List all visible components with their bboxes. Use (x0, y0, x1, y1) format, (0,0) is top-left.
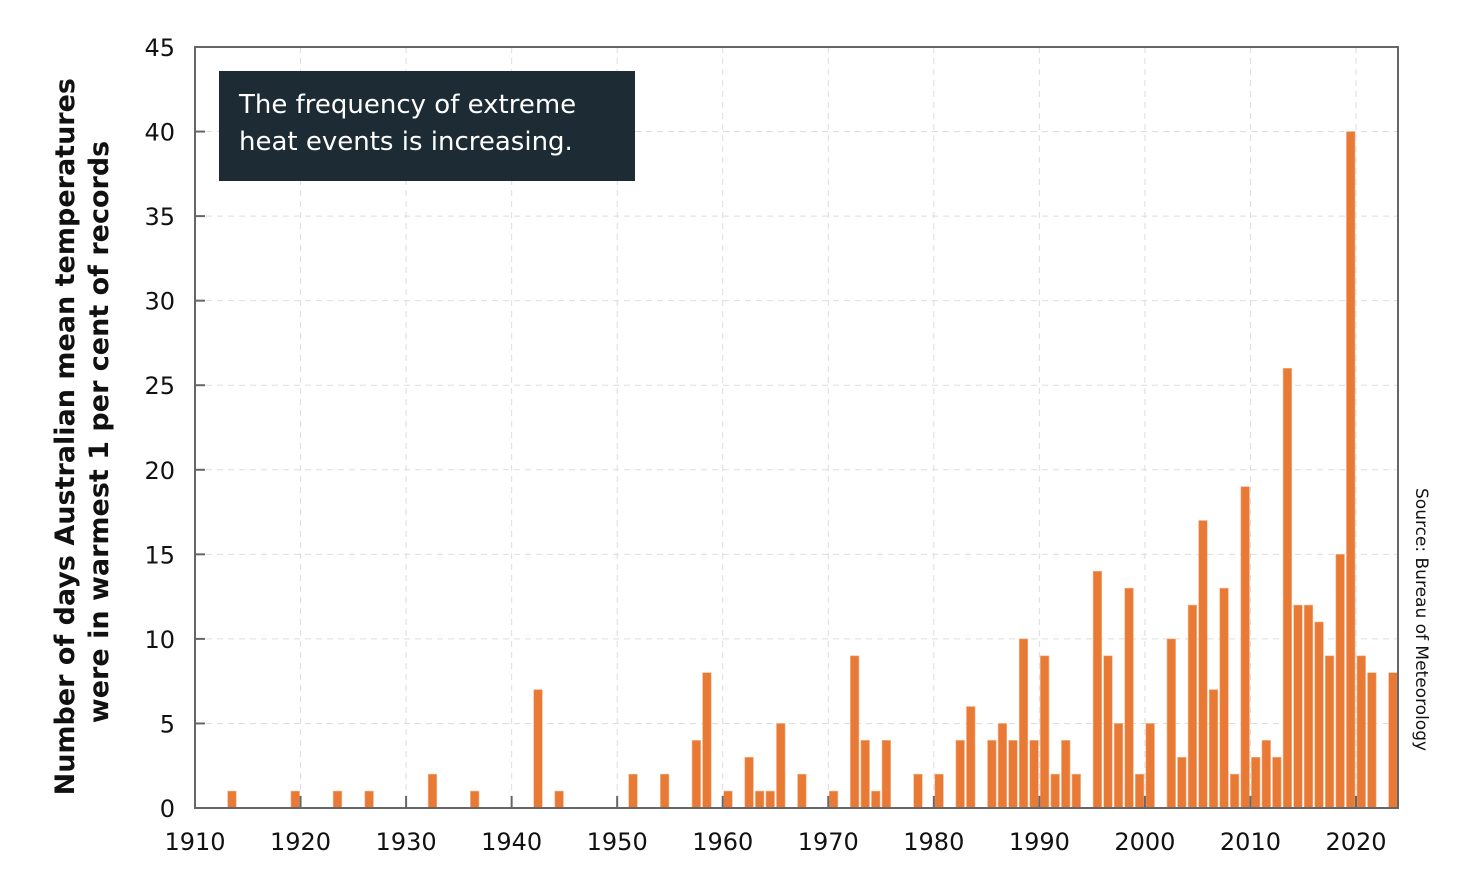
bar (1040, 655, 1050, 809)
x-tick-label: 2020 (1325, 828, 1386, 856)
bar (776, 723, 786, 809)
bar (1029, 740, 1039, 809)
x-tick-label: 1950 (587, 828, 648, 856)
bar (860, 740, 870, 809)
bar (1261, 740, 1271, 809)
bar (1135, 773, 1145, 809)
bar (1124, 587, 1134, 809)
x-axis-ticks: 1910 1920 1930 1940 1950 1960 1970 1980 1990 2000… (164, 828, 1386, 856)
bar (755, 790, 765, 809)
bar (1103, 655, 1113, 809)
bar (554, 790, 564, 809)
y-tick-label: 40 (144, 119, 175, 147)
x-tick-label: 1930 (376, 828, 437, 856)
y-tick-label: 20 (144, 457, 175, 485)
annotation-box: The frequency of extreme heat events is … (219, 71, 635, 181)
plot-frame (194, 46, 1399, 809)
bar (1113, 723, 1124, 809)
bar (955, 740, 965, 809)
bar (997, 723, 1008, 809)
bar (828, 790, 839, 809)
bar (1050, 773, 1060, 809)
y-tick-label: 30 (144, 288, 175, 316)
bar (797, 773, 807, 809)
bar (533, 689, 543, 809)
bar (628, 773, 638, 809)
bar (1356, 655, 1366, 809)
bar (1061, 740, 1071, 809)
x-tick-label: 1960 (692, 828, 753, 856)
x-tick-label: 1980 (903, 828, 964, 856)
bar (1145, 723, 1155, 809)
bar (1367, 672, 1377, 809)
y-tick-label: 10 (144, 626, 175, 654)
bar (765, 790, 775, 809)
bar (1388, 672, 1398, 809)
bar (1325, 655, 1335, 809)
bar (1208, 689, 1219, 809)
y-tick-label: 0 (160, 795, 175, 823)
bar (1346, 131, 1356, 809)
bar (1187, 604, 1198, 809)
y-axis-title-line-2: were in warmest 1 per cent of records (84, 141, 115, 723)
bar (744, 756, 754, 809)
bar (1314, 621, 1324, 809)
x-tick-label: 1940 (481, 828, 542, 856)
bar (1071, 773, 1081, 809)
bar (1251, 756, 1261, 809)
x-tick-label: 1910 (164, 828, 225, 856)
bar (1230, 773, 1240, 809)
axes (194, 46, 1399, 809)
bar (1092, 570, 1103, 809)
bar (1018, 638, 1029, 809)
bar (934, 773, 944, 809)
x-tick-label: 1920 (270, 828, 331, 856)
bar (364, 790, 374, 809)
source-note: Source: Bureau of Meteorology (1411, 488, 1431, 751)
bar (881, 740, 891, 809)
bar (1282, 368, 1292, 809)
bar (723, 790, 733, 809)
bar (290, 790, 300, 809)
bar (1008, 740, 1018, 809)
bar (1166, 638, 1176, 809)
y-axis-title-line-1: Number of days Australian mean temperatu… (50, 78, 81, 795)
x-tick-label: 1970 (798, 828, 859, 856)
y-tick-label: 5 (160, 710, 175, 738)
bar (1198, 520, 1208, 809)
bar (987, 740, 997, 809)
bar (332, 790, 343, 809)
bar (1240, 486, 1250, 809)
y-tick-label: 35 (144, 203, 175, 231)
bar (227, 790, 237, 809)
y-tick-label: 45 (144, 34, 175, 62)
bar (871, 790, 881, 809)
bar (966, 706, 976, 809)
bar (1219, 587, 1229, 809)
bar (1272, 756, 1282, 809)
bar (1303, 604, 1314, 809)
bar (691, 740, 701, 809)
y-tick-label: 25 (144, 372, 175, 400)
x-tick-label: 2010 (1220, 828, 1281, 856)
x-tick-label: 1990 (1009, 828, 1070, 856)
y-axis-title: Number of days Australian mean temperatu… (50, 69, 115, 796)
y-tick-label: 15 (144, 541, 175, 569)
bar (1177, 756, 1187, 809)
bar (913, 773, 923, 809)
bars (227, 131, 1398, 809)
bar (850, 655, 860, 809)
x-tick-label: 2000 (1114, 828, 1175, 856)
bar (660, 773, 670, 809)
bar (1335, 554, 1345, 809)
y-axis-ticks: 0 5 10 15 20 25 30 35 40 45 (144, 34, 175, 823)
bar (1293, 604, 1303, 809)
bar (702, 672, 712, 809)
bar (427, 773, 438, 809)
bar (470, 790, 480, 809)
